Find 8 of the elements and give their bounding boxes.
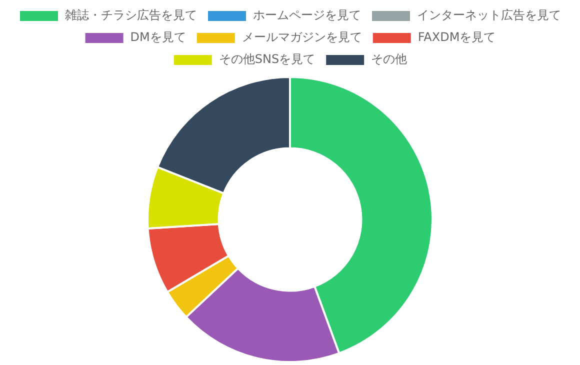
legend-label: 雑誌・チラシ広告を見て [65,8,197,22]
legend-label: DMを見て [130,30,186,44]
legend-label: インターネット広告を見て [417,8,561,22]
legend-label: FAXDMを見て [418,30,496,44]
legend-label: メールマガジンを見て [242,30,362,44]
legend-label: ホームページを見て [253,8,361,22]
legend-label: その他SNSを見て [218,52,316,66]
legend-label: その他 [371,52,408,66]
